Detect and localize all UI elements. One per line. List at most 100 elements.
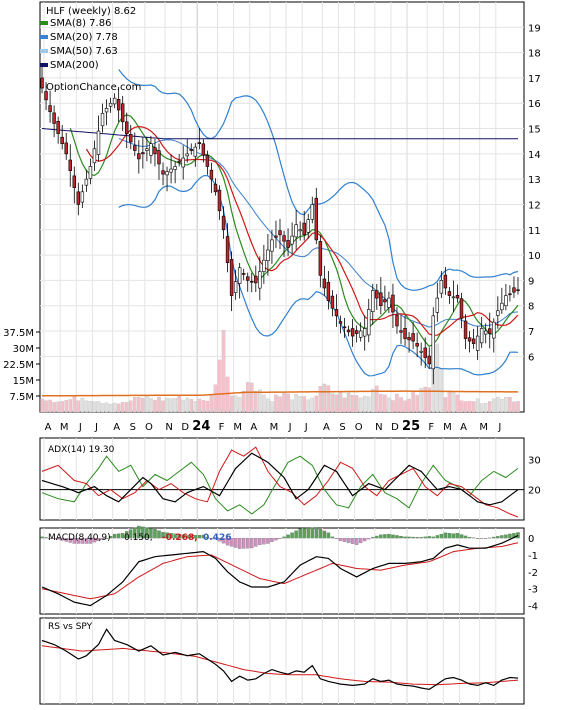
volume-bar (217, 359, 222, 413)
x-tick-label: N (165, 422, 172, 433)
volume-bar (181, 399, 185, 413)
volume-bar (322, 383, 327, 413)
macd-histogram-bar (76, 538, 81, 544)
volume-bar (189, 399, 194, 413)
volume-bar (504, 396, 508, 413)
macd-histogram-bar (193, 535, 198, 539)
price-panel-frame (39, 1, 525, 413)
macd-histogram-bar (112, 533, 117, 539)
volume-bar (399, 397, 403, 413)
candle-body (290, 235, 294, 245)
volume-bar (338, 391, 343, 413)
candle-body (254, 275, 258, 284)
candle-body (314, 197, 319, 241)
x-tick-label: D (181, 422, 189, 433)
candle-body (120, 103, 125, 123)
adx-line (41, 452, 519, 506)
volume-bar (201, 400, 206, 413)
volume-bar (310, 397, 315, 413)
volume-bar (354, 395, 359, 413)
candle-body (189, 149, 193, 151)
macd-histogram-bar (145, 527, 149, 539)
macd-histogram-bar (233, 538, 238, 548)
candle-body (100, 113, 105, 127)
volume-bar (173, 398, 177, 413)
volume-bar (286, 393, 290, 413)
macd-line (41, 535, 519, 607)
macd-histogram-bar (342, 538, 347, 542)
x-tick-label: S (130, 422, 136, 433)
volume-bar (447, 391, 452, 413)
macd-histogram-bar (302, 528, 306, 539)
macd-histogram-bar (439, 533, 444, 539)
volume-bar (157, 396, 161, 413)
macd-histogram-bar (443, 532, 448, 539)
macd-histogram-bar (298, 528, 302, 539)
volume-bar (88, 400, 93, 413)
volume-bar (80, 398, 85, 413)
candle-body (165, 171, 169, 176)
macd-histogram-bar (133, 527, 137, 539)
macd-histogram-bar (391, 534, 395, 539)
volume-bar (459, 400, 464, 413)
volume-bar (350, 395, 355, 413)
candle-body (149, 143, 153, 156)
candle-body (407, 337, 411, 341)
candle-body (488, 328, 492, 334)
volume-bar (44, 400, 48, 413)
volume-bar (471, 401, 476, 413)
candle-body (435, 297, 440, 313)
candle-body (108, 102, 113, 107)
candle-body (516, 289, 520, 292)
volume-bar (177, 394, 181, 413)
price-tick-label: 18 (528, 49, 541, 60)
sma8-line (69, 114, 519, 348)
volume-bar (124, 402, 129, 413)
volume-bar (407, 398, 411, 413)
volume-bar (250, 382, 254, 413)
candle-body (484, 330, 488, 335)
di-plus-line (41, 455, 519, 515)
candle-body (399, 330, 403, 333)
x-tick-label: A (113, 422, 120, 433)
macd-histogram-bar (48, 538, 52, 539)
candle-body (492, 321, 496, 339)
candle-body (225, 236, 230, 263)
volume-bar (52, 402, 56, 413)
macd-histogram-bar (346, 538, 351, 543)
volume-bar (395, 393, 399, 413)
volume-bar (153, 399, 157, 413)
adx-panel-frame (39, 437, 525, 521)
macd-histogram-bar (80, 538, 85, 544)
x-tick-label: J (497, 422, 501, 433)
macd-histogram-bar (500, 535, 504, 539)
volume-bar (185, 397, 189, 413)
volume-bar (197, 398, 202, 413)
candle-body (326, 282, 331, 301)
volume-bar (100, 403, 105, 413)
macd-histogram-bar (338, 538, 343, 541)
candle-body (403, 328, 407, 339)
volume-bar (84, 400, 89, 413)
x-tick-label: A (460, 422, 467, 433)
macd-histogram-bar (241, 538, 246, 549)
volume-bar (108, 403, 113, 413)
macd-tick-label: -1 (528, 551, 538, 562)
candle-body (64, 142, 68, 155)
candle-body (500, 302, 504, 311)
candle-body (40, 77, 44, 89)
volume-bar (326, 385, 331, 413)
candle-body (354, 330, 359, 334)
candle-body (157, 150, 161, 165)
volume-bar (60, 401, 64, 413)
macd-tick-label: -4 (528, 602, 538, 613)
volume-tick-label: 15M (13, 376, 34, 387)
candle-body (362, 328, 367, 337)
volume-bar (302, 396, 306, 413)
macd-histogram-bar (52, 538, 56, 539)
volume-bar (112, 402, 117, 413)
volume-bar (334, 394, 339, 413)
candle-body (88, 166, 93, 179)
price-tick-label: 9 (528, 276, 534, 287)
macd-histogram-bar (217, 538, 222, 542)
